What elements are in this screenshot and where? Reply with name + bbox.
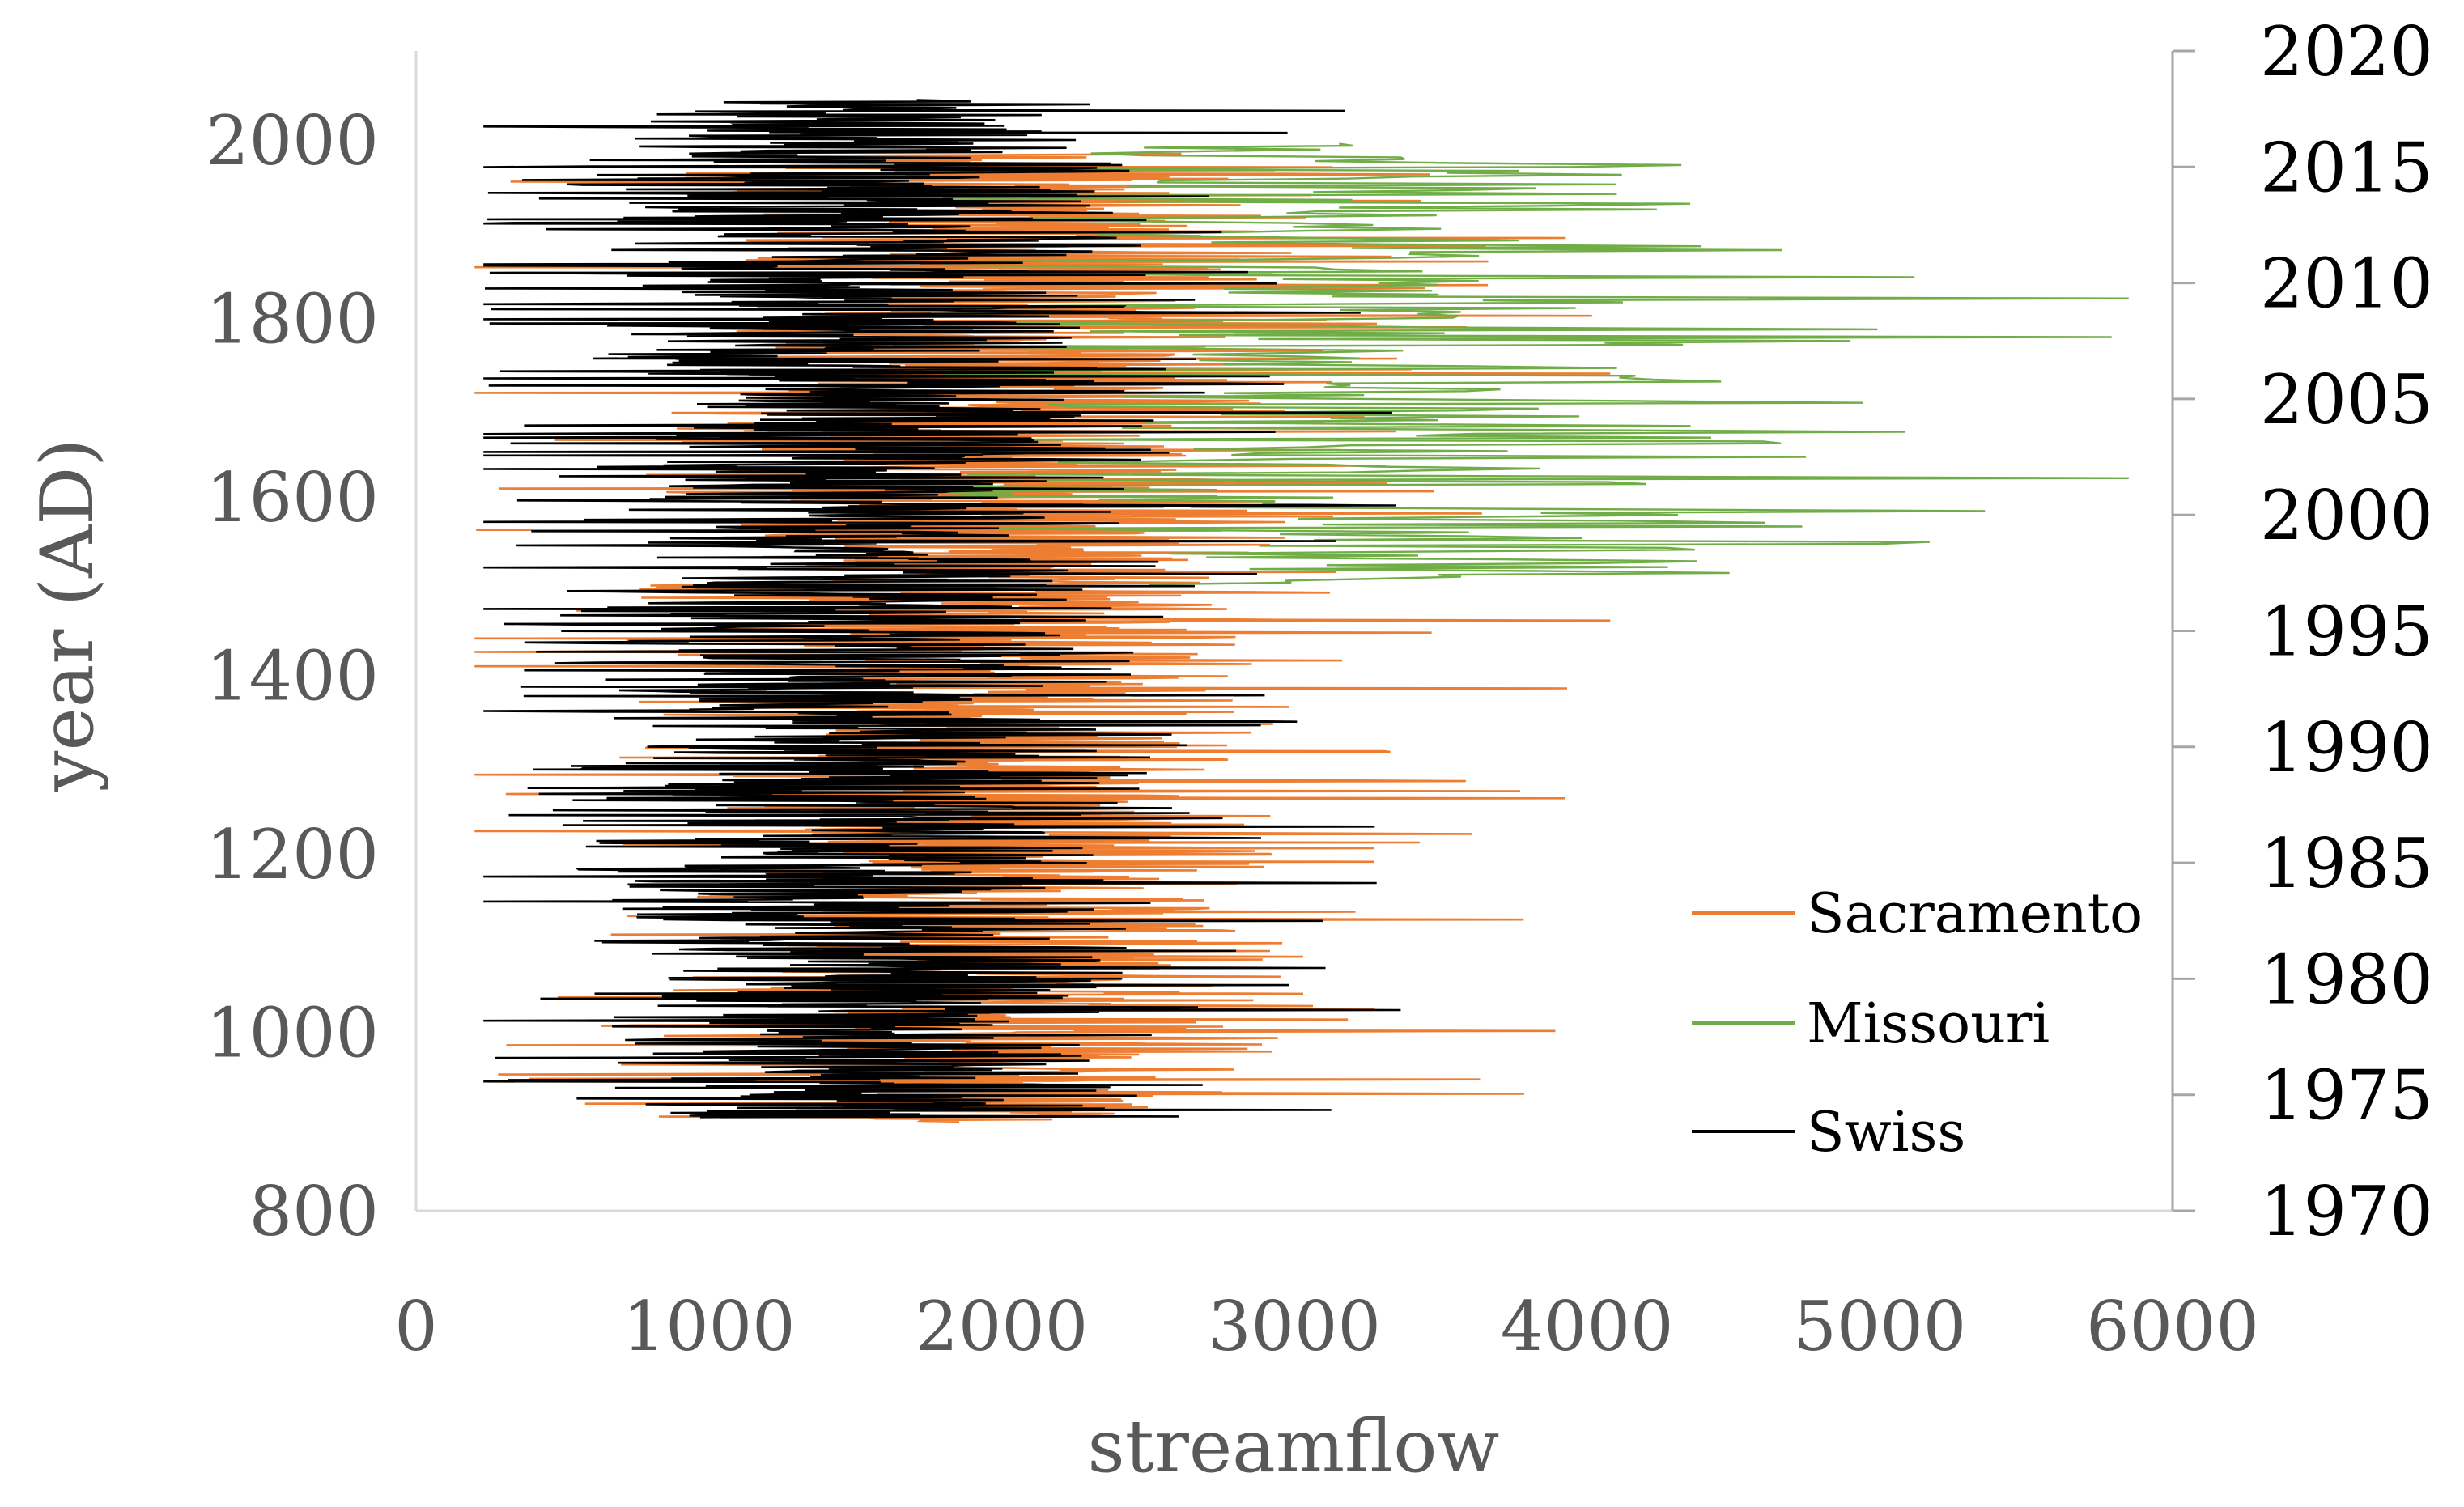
y-right-tick-label: 2000 bbox=[2260, 476, 2433, 555]
x-tick-label: 5000 bbox=[1793, 1287, 1966, 1366]
y-left-tick-label: 800 bbox=[249, 1172, 379, 1251]
legend-label-swiss: Swiss bbox=[1807, 1101, 1965, 1165]
x-axis-title: streamflow bbox=[1088, 1404, 1500, 1489]
y-axis-title: year (AD) bbox=[25, 439, 110, 793]
series-line-missouri bbox=[941, 142, 2129, 586]
y-right-tick-label: 1990 bbox=[2260, 708, 2433, 787]
x-tick-label: 1000 bbox=[622, 1287, 796, 1366]
legend: Sacramento Missouri Swiss bbox=[1692, 882, 2143, 1165]
y-right-tick-label: 2015 bbox=[2260, 128, 2433, 207]
y-right-tick-label: 1975 bbox=[2260, 1056, 2433, 1136]
y-left-tick-label: 1800 bbox=[206, 280, 379, 359]
x-tick-label: 3000 bbox=[1208, 1287, 1381, 1366]
series-layer bbox=[474, 99, 2129, 1123]
y-left-tick-label: 1400 bbox=[206, 637, 379, 716]
x-tick-label: 4000 bbox=[1501, 1287, 1674, 1366]
ticks-layer: 800 1000 1200 1400 1600 1800 2000 1970 1975 1980 1… bbox=[206, 12, 2433, 1366]
y-right-tick-label: 1985 bbox=[2260, 824, 2433, 903]
y-left-tick-label: 1200 bbox=[206, 815, 379, 894]
y-left-tick-label: 1000 bbox=[206, 994, 379, 1073]
legend-label-sacramento: Sacramento bbox=[1807, 882, 2143, 946]
x-tick-label: 0 bbox=[394, 1287, 437, 1366]
y-right-tick-label: 1995 bbox=[2260, 592, 2433, 672]
y-left-tick-label: 2000 bbox=[206, 101, 379, 180]
y-right-tick-label: 2010 bbox=[2260, 244, 2433, 324]
y-right-tick-label: 2020 bbox=[2260, 12, 2433, 91]
y-right-tick-label: 1970 bbox=[2260, 1172, 2433, 1251]
x-tick-label: 6000 bbox=[2086, 1287, 2259, 1366]
y-left-tick-label: 1600 bbox=[206, 458, 379, 537]
legend-label-missouri: Missouri bbox=[1807, 992, 2050, 1056]
x-tick-label: 2000 bbox=[915, 1287, 1088, 1366]
y-right-tick-label: 1980 bbox=[2260, 940, 2433, 1019]
series-line-swiss bbox=[483, 99, 1401, 1119]
y-right-tick-label: 2005 bbox=[2260, 360, 2433, 439]
